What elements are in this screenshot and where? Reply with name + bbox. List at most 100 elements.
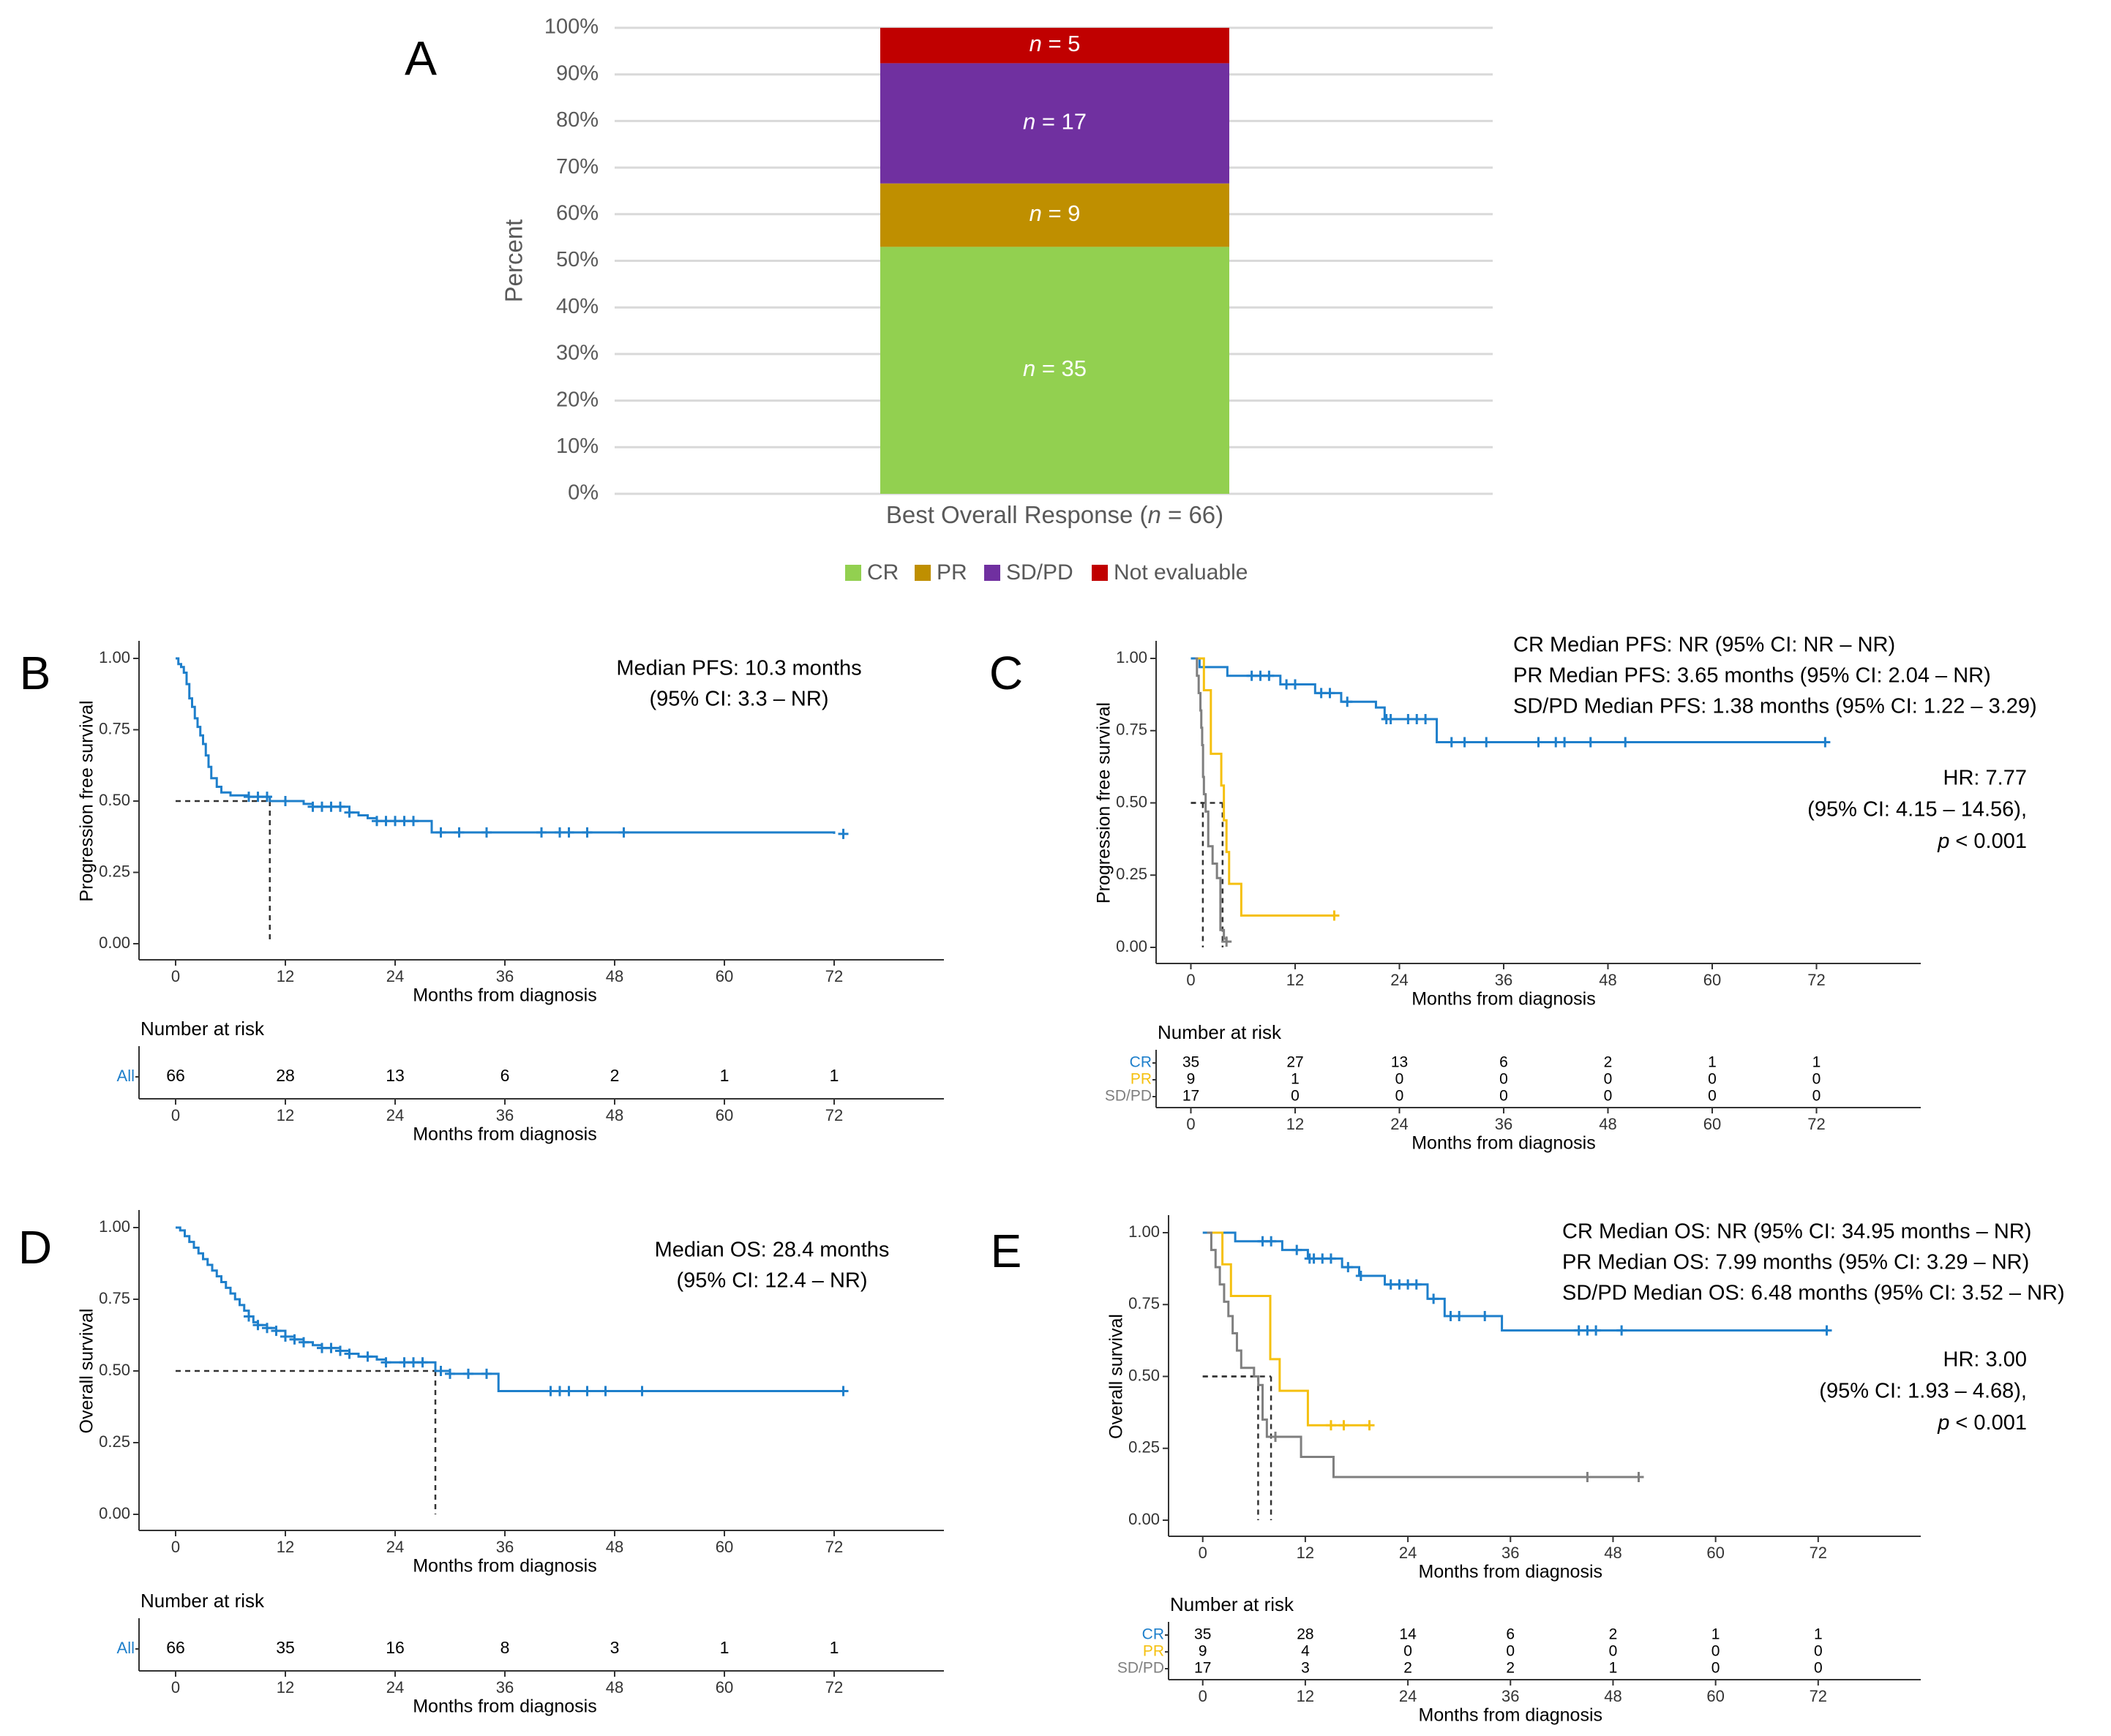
censor-mark bbox=[563, 1386, 574, 1397]
bar-segment-ne bbox=[880, 28, 1229, 64]
censor-mark bbox=[1411, 1279, 1422, 1290]
censor-mark bbox=[307, 801, 318, 812]
x-tick-label: 72 bbox=[825, 1538, 843, 1556]
censor-mark bbox=[1291, 1244, 1302, 1255]
risk-row-label: PR bbox=[1131, 1071, 1152, 1088]
annotation-line: CR Median OS: NR (95% CI: 34.95 months –… bbox=[1562, 1220, 2031, 1244]
censor-mark bbox=[344, 1348, 355, 1359]
censor-mark bbox=[1338, 1420, 1349, 1431]
censor-mark bbox=[1325, 1420, 1336, 1431]
x-tick-label: 0 bbox=[1199, 1544, 1207, 1562]
risk-x-tick-label: 24 bbox=[1390, 1115, 1408, 1133]
y-tick-label: 0.00 bbox=[99, 1504, 130, 1522]
censor-mark bbox=[1281, 679, 1292, 690]
risk-value: 66 bbox=[166, 1638, 185, 1657]
risk-value: 17 bbox=[1182, 1088, 1199, 1105]
risk-x-tick-label: 60 bbox=[716, 1678, 733, 1696]
risk-x-tick-label: 12 bbox=[277, 1106, 294, 1124]
risk-value: 14 bbox=[1399, 1626, 1417, 1643]
risk-x-axis-label: Months from diagnosis bbox=[1419, 1705, 1603, 1726]
km-curve-all bbox=[176, 1226, 844, 1392]
hr-line: HR: 3.00 bbox=[1943, 1348, 2027, 1372]
censor-mark bbox=[299, 1337, 309, 1348]
annotation-line: CR Median PFS: NR (95% CI: NR – NR) bbox=[1513, 634, 1895, 657]
y-tick-label: 0.50 bbox=[99, 1361, 130, 1379]
censor-mark bbox=[244, 1311, 254, 1322]
censor-mark bbox=[1385, 713, 1396, 724]
risk-value: 35 bbox=[1194, 1626, 1211, 1643]
hr-pvalue: p < 0.001 bbox=[1937, 830, 2027, 853]
x-tick-label: 24 bbox=[386, 1538, 404, 1556]
censor-mark bbox=[1266, 1236, 1277, 1247]
x-tick-label: 72 bbox=[1807, 971, 1825, 989]
censor-mark bbox=[1551, 737, 1561, 748]
risk-value: 0 bbox=[1812, 1071, 1821, 1088]
censor-mark bbox=[481, 827, 492, 838]
y-tick-label: 0% bbox=[568, 481, 599, 505]
risk-value: 9 bbox=[1199, 1643, 1207, 1660]
censor-mark bbox=[280, 796, 290, 806]
risk-value: 1 bbox=[1291, 1071, 1300, 1088]
x-tick-label: 48 bbox=[1604, 1544, 1621, 1562]
censor-mark bbox=[1481, 737, 1492, 748]
legend-swatch-ne bbox=[1092, 565, 1108, 581]
legend-label-sdpd: SD/PD bbox=[1006, 560, 1073, 585]
censor-mark bbox=[262, 1323, 272, 1334]
censor-mark bbox=[399, 816, 410, 827]
risk-row-label: CR bbox=[1142, 1626, 1164, 1643]
censor-mark bbox=[1533, 737, 1544, 748]
risk-value: 9 bbox=[1187, 1071, 1196, 1088]
hr-line: HR: 7.77 bbox=[1943, 767, 2027, 790]
risk-value: 3 bbox=[1301, 1660, 1310, 1677]
risk-value: 35 bbox=[276, 1638, 295, 1657]
risk-row-label: SD/PD bbox=[1105, 1088, 1152, 1105]
risk-value: 2 bbox=[1506, 1660, 1515, 1677]
x-tick-label: 72 bbox=[825, 967, 843, 985]
risk-value: 0 bbox=[1711, 1643, 1720, 1660]
risk-row-label: SD/PD bbox=[1117, 1660, 1164, 1677]
risk-value: 28 bbox=[1297, 1626, 1313, 1643]
x-axis-label: Best Overall Response (n = 66) bbox=[886, 501, 1223, 528]
panel-label-a: A bbox=[405, 31, 437, 85]
censor-mark bbox=[1445, 1310, 1456, 1321]
risk-value: 6 bbox=[500, 1066, 510, 1085]
x-tick-label: 36 bbox=[1495, 971, 1512, 989]
censor-mark bbox=[545, 1386, 556, 1397]
bar-segment-pr bbox=[880, 183, 1229, 247]
censor-mark bbox=[252, 792, 263, 803]
legend-label-pr: PR bbox=[937, 560, 967, 585]
y-tick-label: 50% bbox=[556, 248, 599, 271]
risk-x-tick-label: 12 bbox=[1297, 1687, 1314, 1705]
censor-mark bbox=[1257, 1236, 1268, 1247]
risk-value: 1 bbox=[830, 1638, 839, 1657]
x-tick-label: 24 bbox=[386, 967, 404, 985]
risk-value: 0 bbox=[1506, 1643, 1515, 1660]
censor-mark bbox=[463, 1368, 473, 1379]
risk-x-tick-label: 48 bbox=[606, 1106, 623, 1124]
risk-value: 27 bbox=[1286, 1054, 1303, 1071]
x-tick-label: 48 bbox=[1599, 971, 1616, 989]
risk-value: 0 bbox=[1499, 1088, 1508, 1105]
risk-value: 0 bbox=[1604, 1071, 1613, 1088]
x-tick-label: 24 bbox=[1399, 1544, 1417, 1562]
y-tick-label: 0.25 bbox=[99, 1432, 130, 1451]
risk-value: 35 bbox=[1182, 1054, 1199, 1071]
annotation-line: PR Median OS: 7.99 months (95% CI: 3.29 … bbox=[1562, 1251, 2029, 1274]
y-tick-label: 0.75 bbox=[99, 719, 130, 737]
risk-x-tick-label: 24 bbox=[386, 1678, 404, 1696]
risk-value: 6 bbox=[1499, 1054, 1508, 1071]
x-tick-label: 72 bbox=[1810, 1544, 1827, 1562]
risk-x-axis-label: Months from diagnosis bbox=[413, 1696, 597, 1717]
risk-value: 0 bbox=[1711, 1660, 1720, 1677]
data-label-pr: n = 9 bbox=[1030, 200, 1081, 226]
censor-mark bbox=[555, 1386, 565, 1397]
annotation-line: Median PFS: 10.3 months bbox=[616, 657, 861, 680]
risk-x-tick-label: 36 bbox=[496, 1106, 514, 1124]
y-tick-label: 0.50 bbox=[1128, 1366, 1160, 1384]
censor-mark bbox=[317, 1342, 327, 1353]
risk-x-tick-label: 72 bbox=[825, 1106, 843, 1124]
risk-value: 1 bbox=[830, 1066, 839, 1085]
risk-value: 28 bbox=[276, 1066, 295, 1085]
risk-x-tick-label: 0 bbox=[171, 1678, 180, 1696]
censor-mark bbox=[390, 816, 400, 827]
